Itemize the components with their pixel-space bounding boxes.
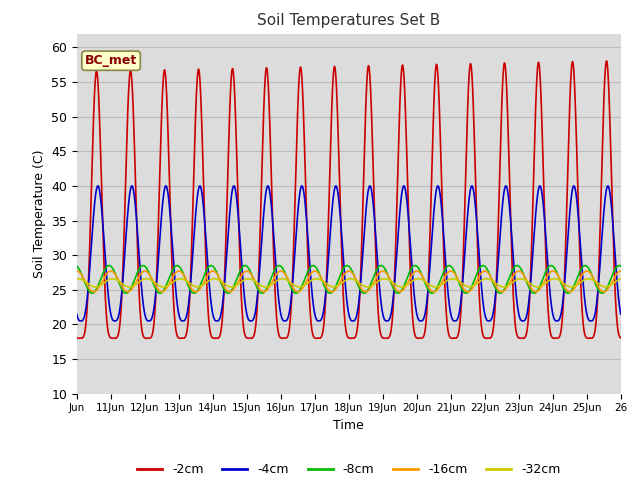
-2cm (547, 333, 555, 339)
-8cm (88, 290, 96, 296)
-8cm (240, 263, 248, 269)
-4cm (73, 312, 81, 317)
Line: -16cm: -16cm (77, 271, 621, 292)
-4cm (383, 318, 390, 324)
-4cm (317, 317, 324, 323)
-2cm (73, 335, 81, 341)
-8cm (92, 287, 100, 293)
Title: Soil Temperatures Set B: Soil Temperatures Set B (257, 13, 440, 28)
-32cm (617, 276, 625, 282)
-16cm (617, 268, 625, 274)
-8cm (73, 264, 81, 269)
-2cm (603, 58, 611, 64)
X-axis label: Time: Time (333, 419, 364, 432)
-4cm (400, 183, 408, 189)
-4cm (547, 302, 555, 308)
-4cm (240, 288, 248, 294)
-4cm (482, 314, 490, 320)
-2cm (240, 327, 248, 333)
-32cm (481, 276, 489, 282)
-8cm (481, 264, 489, 270)
Legend: -2cm, -4cm, -8cm, -16cm, -32cm: -2cm, -4cm, -8cm, -16cm, -32cm (132, 458, 566, 480)
-2cm (280, 336, 287, 341)
-32cm (92, 284, 100, 290)
-32cm (602, 284, 609, 290)
Line: -2cm: -2cm (77, 61, 621, 338)
Line: -8cm: -8cm (77, 265, 621, 293)
-8cm (615, 263, 623, 268)
-32cm (547, 276, 555, 282)
-2cm (317, 335, 324, 340)
-8cm (547, 263, 555, 268)
-32cm (73, 276, 81, 282)
-32cm (317, 277, 324, 283)
-16cm (92, 288, 100, 294)
Text: BC_met: BC_met (85, 54, 137, 67)
-32cm (240, 277, 248, 283)
-2cm (481, 335, 489, 341)
-32cm (75, 276, 83, 282)
Line: -4cm: -4cm (77, 186, 621, 321)
-16cm (214, 272, 221, 278)
-4cm (92, 190, 100, 196)
-16cm (73, 268, 81, 274)
-16cm (317, 274, 324, 280)
-8cm (617, 264, 625, 269)
-2cm (617, 335, 625, 341)
-16cm (481, 268, 489, 274)
Y-axis label: Soil Temperature (C): Soil Temperature (C) (33, 149, 45, 278)
-16cm (90, 289, 98, 295)
-2cm (214, 335, 221, 341)
-4cm (214, 318, 221, 324)
-2cm (92, 71, 100, 77)
-16cm (240, 270, 248, 276)
-8cm (214, 272, 221, 278)
-16cm (547, 269, 555, 275)
Line: -32cm: -32cm (77, 279, 621, 287)
-8cm (317, 275, 324, 280)
-4cm (617, 312, 625, 317)
-32cm (214, 276, 221, 282)
